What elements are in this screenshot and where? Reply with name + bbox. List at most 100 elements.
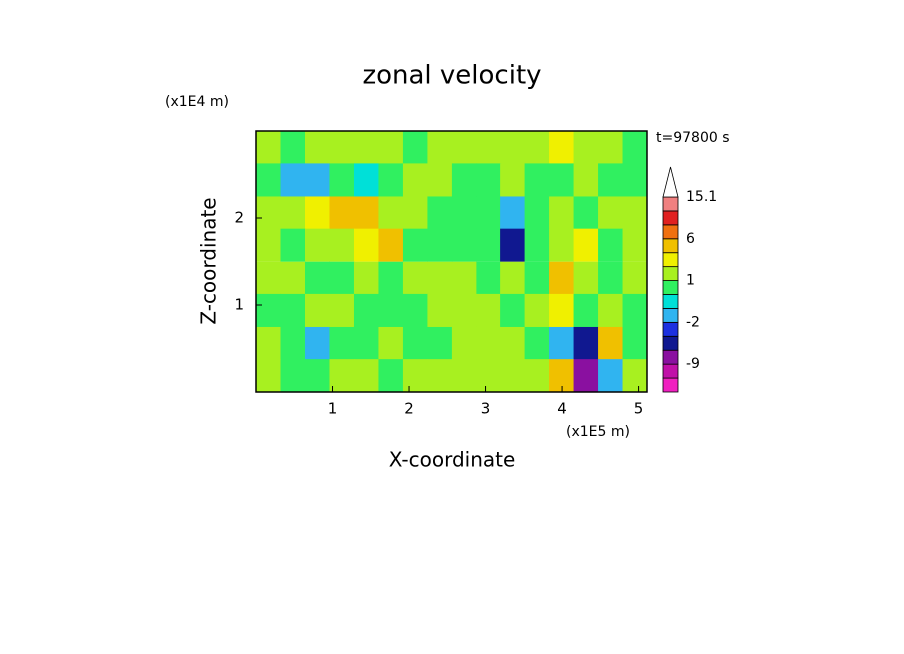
field-cell xyxy=(256,228,281,262)
colorbar-segment xyxy=(662,280,679,295)
field-cell xyxy=(622,196,648,230)
field-cell xyxy=(524,359,550,393)
field-cell xyxy=(353,261,379,295)
field-cell xyxy=(524,131,550,165)
field-cell xyxy=(524,261,550,295)
field-cell xyxy=(598,131,623,165)
field-cell xyxy=(402,228,428,262)
field-cell xyxy=(598,261,623,295)
field-cell xyxy=(549,261,575,295)
field-cell xyxy=(622,261,648,295)
field-cell xyxy=(329,359,355,393)
y-tick-label: 1 xyxy=(234,296,244,314)
field-cell xyxy=(353,163,379,197)
field-cell xyxy=(304,326,330,361)
colorbar-segment xyxy=(662,377,679,393)
y-tick-label: 2 xyxy=(234,209,244,227)
colorbar-over xyxy=(662,166,679,198)
field-cell xyxy=(451,293,477,328)
field-cell xyxy=(329,293,355,328)
field-cell xyxy=(329,131,355,165)
field-cell xyxy=(573,326,599,361)
field-cell xyxy=(280,163,306,197)
field-cell xyxy=(573,131,599,165)
colorbar-segment xyxy=(662,252,679,268)
x-tick-label: 1 xyxy=(328,400,338,418)
field-cell xyxy=(451,326,477,361)
field-cell xyxy=(353,228,379,262)
field-cell xyxy=(524,196,550,230)
field-cell xyxy=(549,131,575,165)
field-cell xyxy=(598,293,623,328)
field-cell xyxy=(378,228,404,262)
field-cell xyxy=(476,196,502,230)
field-cell xyxy=(500,293,526,328)
field-cell xyxy=(256,293,281,328)
field-cell xyxy=(476,359,502,393)
colorbar-segment xyxy=(662,349,679,365)
field-cell xyxy=(622,131,648,165)
field-cell xyxy=(476,326,502,361)
field-cell xyxy=(280,326,306,361)
field-cell xyxy=(329,196,355,230)
field-cell xyxy=(304,293,330,328)
field-cell xyxy=(353,293,379,328)
field-cell xyxy=(256,131,281,165)
field-cell xyxy=(573,261,599,295)
colorbar-segment xyxy=(662,224,679,240)
field-cell xyxy=(476,228,502,262)
field-cell xyxy=(402,163,428,197)
field-cell xyxy=(353,359,379,393)
field-cell xyxy=(451,196,477,230)
field-cell xyxy=(549,228,575,262)
field-cell xyxy=(427,326,453,361)
field-cell xyxy=(427,228,453,262)
field-cell xyxy=(280,228,306,262)
field-cell xyxy=(402,196,428,230)
field-cell xyxy=(402,326,428,361)
field-cell xyxy=(427,163,453,197)
colorbar-segment xyxy=(662,294,679,309)
x-tick-label: 4 xyxy=(557,400,567,418)
field-cell xyxy=(280,293,306,328)
field-cell xyxy=(304,261,330,295)
field-cell xyxy=(402,131,428,165)
field-cell xyxy=(280,359,306,393)
field-cell xyxy=(304,163,330,197)
field-cell xyxy=(378,131,404,165)
field-cell xyxy=(500,228,526,262)
field-cell xyxy=(573,163,599,197)
field-cell xyxy=(500,359,526,393)
field-cell xyxy=(378,163,404,197)
field-cell xyxy=(549,326,575,361)
field-cell xyxy=(256,326,281,361)
field-cell xyxy=(256,359,281,393)
colorbar-segment xyxy=(662,238,679,254)
y-unit: (x1E4 m) xyxy=(165,94,229,110)
field-cell xyxy=(451,163,477,197)
field-cell xyxy=(402,293,428,328)
x-tick-label: 3 xyxy=(481,400,491,418)
field-cell xyxy=(329,163,355,197)
field-cell xyxy=(280,196,306,230)
x-unit: (x1E5 m) xyxy=(566,424,630,440)
field-cell xyxy=(353,196,379,230)
y-axis-title: Z-coordinate xyxy=(197,197,221,324)
field-cell xyxy=(329,261,355,295)
chart-title: zonal velocity xyxy=(362,61,541,91)
field-cell xyxy=(573,196,599,230)
field-cell xyxy=(476,131,502,165)
field-cell xyxy=(476,261,502,295)
field-cell xyxy=(524,228,550,262)
colorbar-label: 15.1 xyxy=(686,189,717,205)
colorbar-segment xyxy=(662,363,679,379)
field-cell xyxy=(500,131,526,165)
field-cell xyxy=(476,293,502,328)
field-cell xyxy=(524,293,550,328)
x-axis-title: X-coordinate xyxy=(389,448,516,472)
colorbar-label: -2 xyxy=(686,314,700,330)
colorbar-segment xyxy=(662,308,679,323)
field-cell xyxy=(573,359,599,393)
field-cell xyxy=(378,261,404,295)
